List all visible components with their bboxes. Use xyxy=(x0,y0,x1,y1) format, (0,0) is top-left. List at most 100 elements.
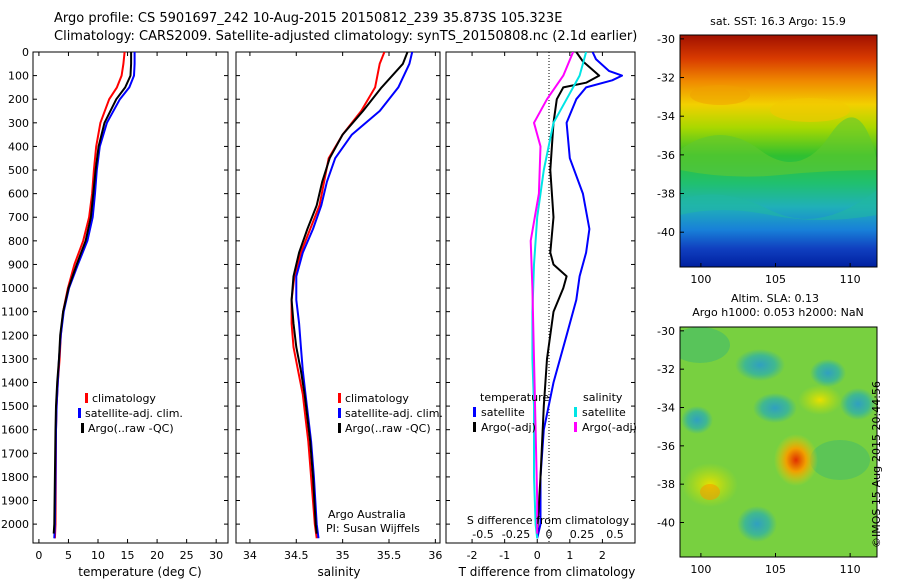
depth-tick-label: 800 xyxy=(8,235,29,248)
legend-label-s-satellite: satellite xyxy=(582,406,626,419)
depth-tick-label: 1600 xyxy=(1,424,29,437)
sla-map xyxy=(680,327,877,557)
s-difference-tick-label: 0.25 xyxy=(570,528,595,541)
sla-map-frame xyxy=(679,326,878,558)
s-difference-tick-label: -0.5 xyxy=(472,528,493,541)
map-lon-tick-label: 100 xyxy=(690,563,711,576)
x-tick-label: 0 xyxy=(534,549,541,562)
x-tick-label: -1 xyxy=(499,549,510,562)
x-tick-label: 25 xyxy=(180,549,194,562)
map-lon-tick-label: 110 xyxy=(840,563,861,576)
legend-swatch-satellite xyxy=(338,408,341,418)
legend-swatch-t-satellite xyxy=(473,407,476,417)
map-lat-tick-label: -38 xyxy=(657,478,675,491)
temperature-xlabel: temperature (deg C) xyxy=(78,565,201,579)
legend-swatch-t-argo xyxy=(473,422,476,432)
map-lon-tick-label: 110 xyxy=(840,273,861,286)
map-lon-tick-label: 105 xyxy=(765,273,786,286)
x-tick-label: 36 xyxy=(428,549,442,562)
legend-swatch-climatology xyxy=(85,393,88,403)
map-lat-tick-label: -30 xyxy=(657,33,675,46)
legend-label-t-satellite: satellite xyxy=(481,406,525,419)
map-lat-tick-label: -36 xyxy=(657,440,675,453)
legend-label-climatology: climatology xyxy=(345,392,409,405)
legend-label-s-argo: Argo(-adj) xyxy=(582,421,637,434)
depth-tick-label: 700 xyxy=(8,211,29,224)
legend-label-argo: Argo(..raw -QC) xyxy=(88,422,174,435)
sst-map-title: sat. SST: 16.3 Argo: 15.9 xyxy=(710,15,846,28)
title-line-1: Argo profile: CS 5901697_242 10-Aug-2015… xyxy=(54,11,563,26)
x-tick-label: 34.5 xyxy=(284,549,309,562)
depth-tick-label: 2000 xyxy=(1,518,29,531)
legend-swatch-climatology xyxy=(338,393,341,403)
s-difference-tick-label: -0.25 xyxy=(502,528,530,541)
x-tick-label: 35.5 xyxy=(377,549,402,562)
series-line-2-3 xyxy=(529,52,575,534)
depth-tick-label: 900 xyxy=(8,258,29,271)
x-tick-label: 10 xyxy=(91,549,105,562)
series-line-1-2 xyxy=(290,52,409,534)
legend-swatch-argo xyxy=(81,423,84,433)
series-line-1-1 xyxy=(295,52,414,539)
s-difference-tick-label: 0 xyxy=(546,528,553,541)
s-difference-label: S difference from climatology xyxy=(467,514,630,527)
depth-tick-label: 300 xyxy=(8,117,29,130)
t-difference-xlabel: T difference from climatology xyxy=(458,565,636,579)
map-lat-tick-label: -40 xyxy=(657,517,675,530)
legend-label-climatology: climatology xyxy=(92,392,156,405)
map-lat-tick-label: -40 xyxy=(657,226,675,239)
depth-tick-label: 1300 xyxy=(1,353,29,366)
depth-tick-label: 1500 xyxy=(1,400,29,413)
credit-stamp: ©IMOS 15-Aug-2015 20:44:56 xyxy=(870,381,883,548)
legend-swatch-satellite xyxy=(78,408,81,418)
map-lat-tick-label: -32 xyxy=(657,72,675,85)
difference-legend: temperature salinity satellite Argo(-adj… xyxy=(473,391,637,434)
salinity-panel-frame xyxy=(235,51,441,544)
depth-tick-label: 400 xyxy=(8,140,29,153)
series-line-0-2 xyxy=(52,52,133,534)
x-tick-label: 2 xyxy=(599,549,606,562)
depth-tick-label: 1700 xyxy=(1,447,29,460)
legend-label-argo: Argo(..raw -QC) xyxy=(345,422,431,435)
map-lon-tick-label: 105 xyxy=(765,563,786,576)
depth-tick-label: 600 xyxy=(8,188,29,201)
legend-swatch-s-satellite xyxy=(574,407,577,417)
depth-tick-label: 1200 xyxy=(1,329,29,342)
depth-tick-label: 200 xyxy=(8,93,29,106)
legend-label-satellite: satellite-adj. clim. xyxy=(345,407,443,420)
pi-note: PI: Susan Wijffels xyxy=(326,522,420,535)
series-line-2-2 xyxy=(531,52,588,539)
depth-tick-label: 1800 xyxy=(1,471,29,484)
x-tick-label: 15 xyxy=(121,549,135,562)
difference-panel-frame xyxy=(445,51,636,544)
map-lat-tick-label: -30 xyxy=(657,325,675,338)
series-line-2-1 xyxy=(536,52,601,534)
depth-tick-label: 500 xyxy=(8,164,29,177)
salinity-xlabel: salinity xyxy=(317,565,360,579)
legend-swatch-s-argo xyxy=(574,422,577,432)
sst-map xyxy=(679,34,878,268)
depth-tick-label: 100 xyxy=(8,70,29,83)
legend-title-salinity: salinity xyxy=(583,391,623,404)
map-lat-tick-label: -38 xyxy=(657,188,675,201)
x-tick-label: 20 xyxy=(150,549,164,562)
map-lon-tick-label: 100 xyxy=(690,273,711,286)
map-lat-tick-label: -36 xyxy=(657,149,675,162)
x-tick-label: 1 xyxy=(566,549,573,562)
map-lat-tick-label: -34 xyxy=(657,402,675,415)
x-tick-label: 0 xyxy=(35,549,42,562)
legend-label-t-argo: Argo(-adj) xyxy=(481,421,536,434)
series-line-1-0 xyxy=(290,52,386,539)
temperature-legend: climatology satellite-adj. clim. Argo(..… xyxy=(78,392,183,435)
institution-note: Argo Australia xyxy=(328,508,406,521)
salinity-legend: climatology satellite-adj. clim. Argo(..… xyxy=(326,392,443,535)
x-tick-label: 30 xyxy=(209,549,223,562)
legend-title-temperature: temperature xyxy=(480,391,549,404)
sla-map-title-line-2: Argo h1000: 0.053 h2000: NaN xyxy=(692,306,864,319)
x-tick-label: 35 xyxy=(336,549,350,562)
depth-tick-label: 0 xyxy=(22,46,29,59)
legend-label-satellite: satellite-adj. clim. xyxy=(85,407,183,420)
series-line-2-0 xyxy=(536,52,623,539)
series-line-0-0 xyxy=(53,52,126,539)
